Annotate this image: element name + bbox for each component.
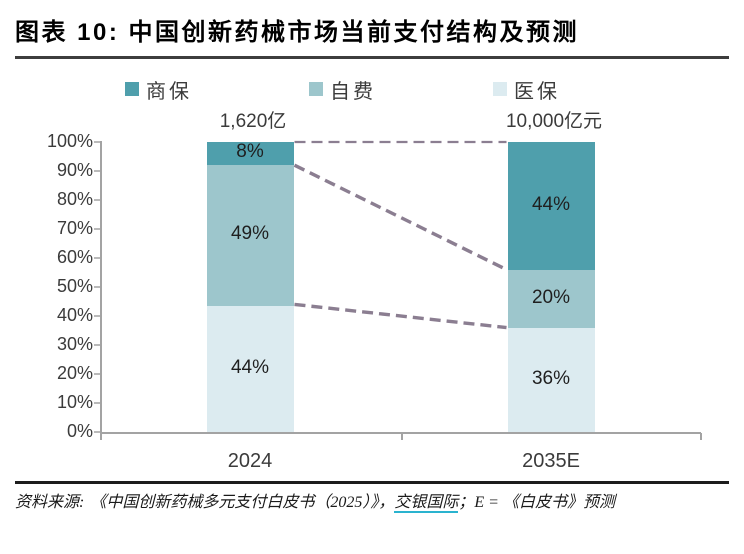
bar-segment-2035E-自费: [507, 269, 595, 328]
figure-title: 图表 10: 中国创新药械市场当前支付结构及预测: [15, 19, 580, 46]
x-axis-label: 2024: [227, 450, 273, 472]
y-axis-label: 60%: [56, 247, 93, 267]
legend-label-yibao: 医保: [514, 80, 560, 103]
y-axis-label: 30%: [56, 334, 93, 354]
bar-segment-2035E-商保: [507, 142, 595, 270]
y-axis-label: 80%: [56, 189, 93, 209]
bar-segment-value: 49%: [230, 223, 270, 245]
source-link[interactable]: 交银国际: [394, 494, 459, 513]
y-axis-label: 10%: [56, 392, 93, 412]
y-axis-label: 40%: [56, 305, 93, 325]
legend-swatch-shangbao-icon: [125, 82, 139, 96]
legend-label-zifei: 自费: [330, 80, 376, 103]
bar-total-label: 1,620亿: [219, 111, 287, 132]
bar-segment-value: 44%: [531, 193, 571, 215]
bar-segment-value: 20%: [531, 286, 571, 308]
footer-divider: [15, 481, 729, 484]
source-text-before: 《中国创新药械多元支付白皮书（2025）》，: [90, 494, 395, 511]
y-axis-label: 70%: [56, 218, 93, 238]
y-axis-label: 100%: [46, 131, 93, 151]
bar-segment-2024-医保: [206, 305, 294, 432]
bar-segment-2035E-医保: [507, 327, 595, 432]
source-text-after: ；E = 《白皮书》预测: [458, 494, 615, 511]
legend-swatch-zifei-icon: [309, 82, 323, 96]
bar-segment-2024-商保: [206, 142, 294, 165]
x-axis-label: 2035E: [522, 450, 580, 472]
y-axis-label: 20%: [56, 363, 93, 383]
bar-segment-value: 8%: [236, 141, 264, 163]
y-axis-label: 50%: [56, 276, 93, 296]
legend-item-shangbao: 商保: [125, 75, 192, 104]
chart-legend: 商保 自费 医保: [125, 75, 560, 104]
bar-segment-2024-自费: [206, 164, 294, 306]
bar-segment-value: 36%: [531, 367, 571, 389]
legend-item-zifei: 自费: [309, 75, 376, 104]
source-prefix: 资料来源:: [15, 494, 85, 511]
legend-item-yibao: 医保: [493, 75, 560, 104]
bar-total-label: 10,000亿元: [505, 111, 603, 132]
bar-segment-value: 44%: [230, 356, 270, 378]
title-divider: [15, 56, 729, 59]
legend-label-shangbao: 商保: [146, 80, 192, 103]
y-axis-label: 90%: [56, 160, 93, 180]
legend-swatch-yibao-icon: [493, 82, 507, 96]
y-axis-label: 0%: [66, 421, 93, 441]
source-note: 资料来源: 《中国创新药械多元支付白皮书（2025）》，交银国际；E = 《白皮书…: [15, 489, 723, 516]
